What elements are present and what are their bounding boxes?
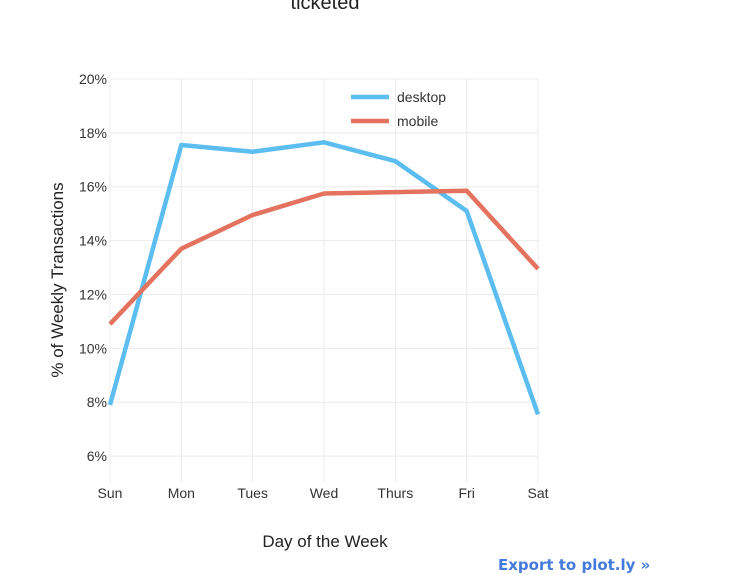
x-tick-label: Tues [237,485,268,501]
x-tick-label: Fri [459,485,475,501]
y-tick-label: 20% [79,71,107,87]
y-tick-labels: 6% 8% 10% 12% 14% 16% 18% 20% [79,71,107,464]
legend-label-mobile: mobile [397,113,438,129]
y-tick-label: 18% [79,125,107,141]
x-tick-label: Sat [527,485,548,501]
grid-lines [109,78,539,483]
x-tick-label: Thurs [377,485,413,501]
y-tick-label: 12% [79,286,107,302]
y-axis-label: % of Weekly Transactions [48,182,67,377]
y-tick-label: 6% [87,448,107,464]
y-tick-label: 8% [87,394,107,410]
y-tick-label: 16% [79,179,107,195]
legend-label-desktop: desktop [397,89,446,105]
x-axis-label: Day of the Week [262,532,388,551]
y-tick-label: 14% [79,233,107,249]
y-tick-label: 10% [79,340,107,356]
x-tick-label: Mon [168,485,195,501]
chart-title: ticketed [290,0,360,14]
export-to-plotly-link[interactable]: Export to plot.ly » [498,556,651,574]
x-tick-labels: Sun Mon Tues Wed Thurs Fri Sat [98,485,549,501]
x-tick-label: Wed [310,485,339,501]
x-tick-label: Sun [98,485,123,501]
series-lines [107,140,541,416]
legend: desktop mobile [351,89,446,129]
